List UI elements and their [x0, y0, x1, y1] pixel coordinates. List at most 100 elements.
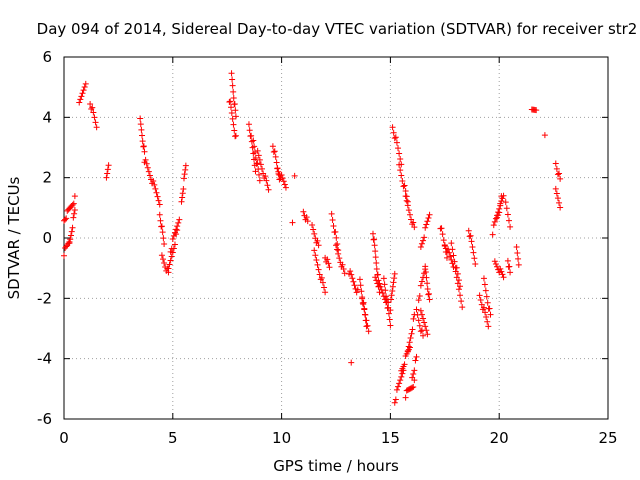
data-point: [439, 231, 446, 238]
data-point: [179, 194, 186, 201]
data-point: [392, 134, 399, 141]
data-point: [341, 270, 348, 277]
data-point: [503, 205, 510, 212]
data-point: [418, 278, 425, 285]
data-point: [142, 156, 149, 163]
data-point: [398, 373, 405, 380]
data-point: [476, 292, 483, 299]
data-point: [482, 309, 489, 316]
data-point: [278, 171, 285, 178]
data-point: [66, 240, 73, 247]
data-point: [171, 229, 178, 236]
data-point: [396, 150, 403, 157]
data-point: [158, 223, 165, 230]
data-point: [389, 124, 396, 131]
x-tick-label: 10: [272, 429, 291, 447]
data-point: [324, 256, 331, 263]
data-point: [181, 171, 188, 178]
data-point: [103, 174, 110, 181]
x-tick-label: 25: [598, 429, 617, 447]
data-point: [176, 216, 183, 223]
data-point: [248, 132, 255, 139]
data-point: [422, 263, 429, 270]
data-point: [232, 133, 239, 140]
data-point: [141, 148, 148, 155]
data-point: [379, 290, 386, 297]
data-point: [505, 217, 512, 224]
data-point: [281, 181, 288, 188]
data-point: [271, 148, 278, 155]
data-point: [552, 160, 559, 167]
data-point: [273, 159, 280, 166]
data-point: [227, 98, 234, 105]
data-point: [480, 304, 487, 311]
data-point: [334, 246, 341, 253]
data-point: [381, 281, 388, 288]
data-point: [515, 255, 522, 262]
data-point: [360, 301, 367, 308]
data-point: [334, 240, 341, 247]
data-point: [422, 323, 429, 330]
data-point: [319, 279, 326, 286]
data-point: [396, 380, 403, 387]
data-point: [229, 115, 236, 122]
data-point: [251, 143, 258, 150]
data-point: [335, 250, 342, 257]
data-point: [389, 287, 396, 294]
data-point: [423, 327, 430, 334]
data-point: [254, 160, 261, 167]
data-point: [105, 162, 112, 169]
data-point: [351, 282, 358, 289]
data-point: [228, 110, 235, 117]
data-point: [339, 261, 346, 268]
data-point: [87, 101, 94, 108]
data-point: [81, 83, 88, 90]
data-point: [79, 90, 86, 97]
data-point: [443, 254, 450, 261]
data-point: [180, 175, 187, 182]
data-point: [425, 291, 432, 298]
data-point: [315, 242, 322, 249]
data-point: [309, 222, 316, 229]
y-tick-label: -6: [37, 410, 52, 428]
data-point: [322, 289, 329, 296]
data-point: [88, 105, 95, 112]
data-point: [424, 280, 431, 287]
data-point: [262, 173, 269, 180]
data-point: [272, 153, 279, 160]
data-point: [373, 265, 380, 272]
data-point: [383, 293, 390, 300]
data-point: [467, 232, 474, 239]
data-point: [230, 88, 237, 95]
data-point: [484, 299, 491, 306]
data-point: [500, 274, 507, 281]
y-tick-label: -2: [37, 289, 52, 307]
data-point: [333, 234, 340, 241]
data-point: [104, 166, 111, 173]
data-point: [391, 275, 398, 282]
y-tick-label: -4: [37, 350, 52, 368]
data-point: [254, 147, 261, 154]
data-point: [410, 384, 417, 391]
data-point: [270, 148, 277, 155]
data-point: [150, 177, 157, 184]
data-point: [232, 132, 239, 139]
data-point: [318, 274, 325, 281]
data-point: [416, 293, 423, 300]
data-point: [373, 277, 380, 284]
data-point: [406, 211, 413, 218]
data-point: [390, 279, 397, 286]
data-point: [513, 244, 520, 251]
data-point: [412, 357, 419, 364]
data-point: [330, 223, 337, 230]
data-point: [477, 296, 484, 303]
data-point: [300, 208, 307, 215]
data-point: [67, 236, 74, 243]
data-point: [420, 315, 427, 322]
data-point: [496, 209, 503, 216]
data-point: [231, 127, 238, 134]
data-point: [91, 114, 98, 121]
data-point: [253, 160, 260, 167]
data-point: [348, 359, 355, 366]
data-point: [151, 181, 158, 188]
